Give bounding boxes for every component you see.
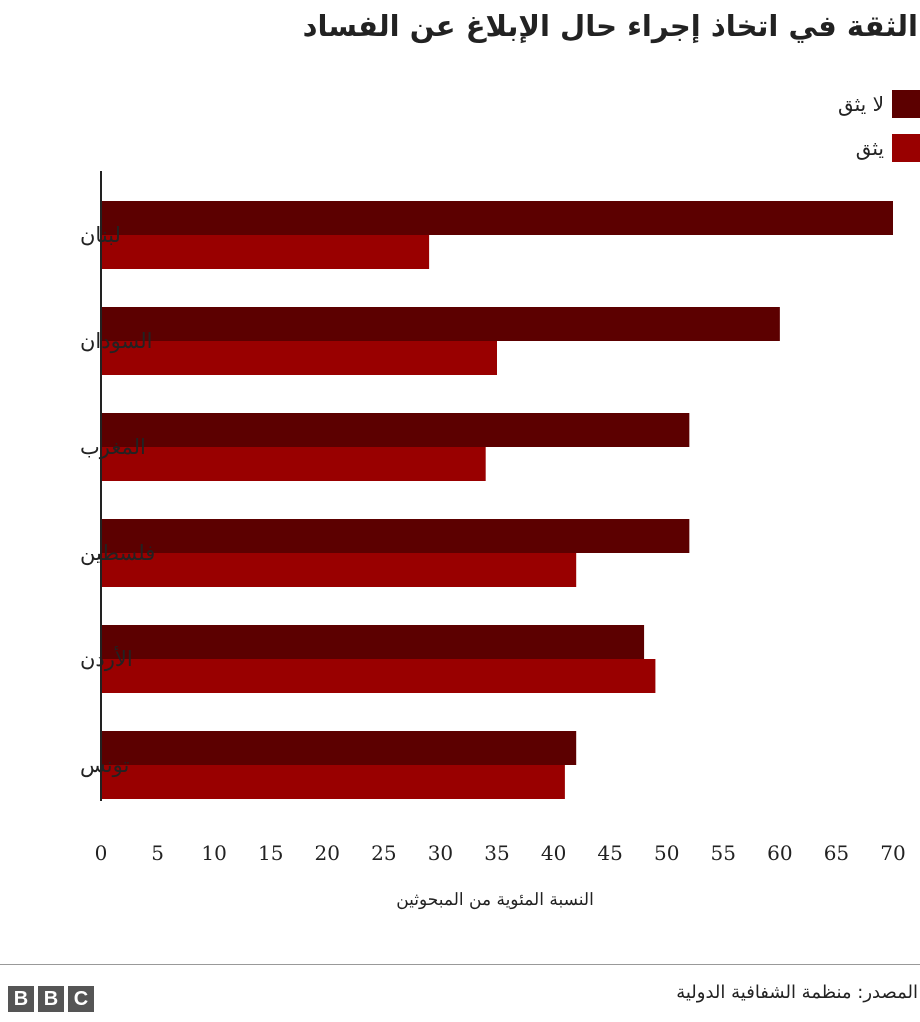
bbc-logo-letter: B <box>8 986 34 1012</box>
bbc-logo-letter: B <box>38 986 64 1012</box>
bar-trust <box>101 765 565 799</box>
bar-trust <box>101 447 486 481</box>
legend-label-distrust: لا يثق <box>837 92 884 116</box>
bar-distrust <box>101 731 577 765</box>
chart-title: الثقة في اتخاذ إجراء حال الإبلاغ عن الفس… <box>302 9 918 43</box>
x-tick-label: 25 <box>371 841 396 865</box>
legend-item-distrust: لا يثق <box>838 90 920 118</box>
x-tick-label: 20 <box>315 841 340 865</box>
x-tick-label: 40 <box>541 841 566 865</box>
category-label: فلسطين <box>80 541 155 566</box>
legend-label-trust: يثق <box>855 136 884 160</box>
x-tick-label: 10 <box>201 841 226 865</box>
bbc-logo: B B C <box>8 986 98 1012</box>
legend-swatch-trust <box>892 134 920 162</box>
x-tick-label: 45 <box>597 841 622 865</box>
bar-distrust <box>101 519 690 553</box>
x-tick-label: 65 <box>824 841 849 865</box>
x-tick-label: 35 <box>484 841 509 865</box>
bar-distrust <box>101 413 690 447</box>
legend-swatch-distrust <box>892 90 920 118</box>
category-label: تونس <box>80 753 129 778</box>
x-tick-label: 60 <box>767 841 792 865</box>
bar-distrust <box>101 307 780 341</box>
bar-trust <box>101 659 656 693</box>
x-tick-label: 15 <box>258 841 283 865</box>
legend: لا يثق يثق <box>838 90 920 178</box>
x-axis-label: النسبة المئوية من المبحوثين <box>396 890 594 910</box>
footer-divider <box>0 964 920 965</box>
category-label: المغرب <box>80 435 146 460</box>
bar-trust <box>101 341 497 375</box>
category-label: السودان <box>80 329 152 354</box>
bar-distrust <box>101 625 645 659</box>
bar-distrust <box>101 201 893 235</box>
legend-item-trust: يثق <box>838 134 920 162</box>
x-tick-label: 0 <box>95 841 108 865</box>
bar-trust <box>101 553 577 587</box>
x-tick-label: 50 <box>654 841 679 865</box>
x-tick-label: 55 <box>711 841 736 865</box>
x-tick-label: 30 <box>428 841 453 865</box>
source-note: المصدر: منظمة الشفافية الدولية <box>676 982 918 1003</box>
category-label: الأردن <box>80 645 133 672</box>
bar-trust <box>101 235 430 269</box>
x-tick-label: 5 <box>151 841 164 865</box>
x-tick-label: 70 <box>880 841 905 865</box>
bbc-logo-letter: C <box>68 986 94 1012</box>
bar-chart: لبنانالسودانالمغربفلسطينالأردنتونس051015… <box>80 171 906 910</box>
